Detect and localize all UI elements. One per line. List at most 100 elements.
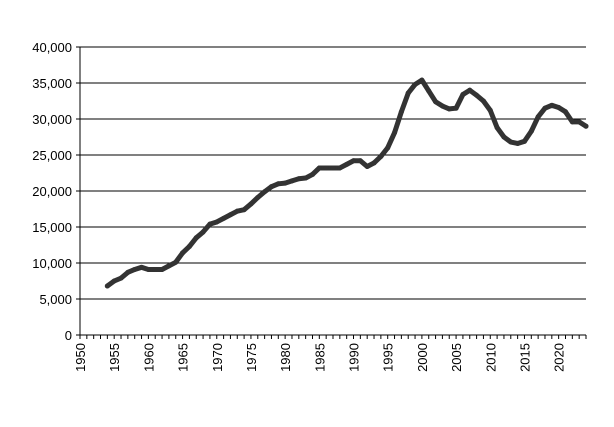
- data-point: [419, 77, 425, 83]
- data-point: [337, 165, 343, 171]
- data-point: [378, 153, 384, 159]
- data-point: [214, 219, 220, 225]
- data-point: [351, 158, 357, 164]
- data-point: [200, 229, 206, 235]
- data-point: [282, 180, 288, 186]
- x-tick-label: 1980: [278, 343, 293, 372]
- data-point: [323, 165, 329, 171]
- data-point: [145, 266, 151, 272]
- data-point: [275, 181, 281, 187]
- data-point: [562, 109, 568, 115]
- data-point: [480, 98, 486, 104]
- x-tick-label: 2000: [415, 343, 430, 372]
- data-point: [234, 208, 240, 214]
- data-point: [180, 250, 186, 256]
- series-group: [104, 77, 589, 289]
- data-point: [125, 269, 131, 275]
- y-tick-label: 25,000: [32, 148, 72, 163]
- data-point: [166, 263, 172, 269]
- data-point: [139, 264, 145, 270]
- axes: [76, 46, 587, 339]
- data-point: [385, 145, 391, 151]
- data-point: [309, 171, 315, 177]
- data-point: [453, 105, 459, 111]
- y-tick-label: 40,000: [32, 40, 72, 55]
- x-tick-label: 1950: [73, 343, 88, 372]
- data-point: [227, 212, 233, 218]
- data-point: [426, 88, 432, 94]
- data-point: [357, 158, 363, 164]
- data-point: [508, 139, 514, 145]
- data-point: [262, 189, 268, 195]
- data-point: [392, 130, 398, 136]
- data-point: [405, 90, 411, 96]
- x-tick-label: 1990: [347, 343, 362, 372]
- y-tick-label: 30,000: [32, 112, 72, 127]
- x-axis-tick-labels: 1950 1955 1960 1965 1970 1975 1980 1985 1990 1995…: [73, 343, 567, 372]
- y-axis-tick-labels: 0 5,000 10,000 15,000 20,000 25,000 30,000 35,0…: [32, 40, 72, 343]
- data-point: [412, 81, 418, 87]
- data-point: [248, 201, 254, 207]
- data-point: [446, 106, 452, 112]
- data-point: [330, 165, 336, 171]
- data-point: [193, 235, 199, 241]
- data-point: [303, 175, 309, 181]
- data-point: [159, 266, 165, 272]
- data-point: [528, 128, 534, 134]
- y-tick-label: 5,000: [39, 292, 72, 307]
- data-point: [433, 99, 439, 105]
- data-point: [173, 259, 179, 265]
- data-point: [542, 105, 548, 111]
- x-tick-label: 1995: [381, 343, 396, 372]
- data-point: [467, 87, 473, 93]
- y-tick-label: 10,000: [32, 256, 72, 271]
- data-point: [186, 243, 192, 249]
- data-point: [111, 278, 117, 284]
- x-tick-label: 1975: [244, 343, 259, 372]
- x-tick-label: 2015: [517, 343, 532, 372]
- data-point: [132, 266, 138, 272]
- data-point: [569, 119, 575, 125]
- data-point: [439, 103, 445, 109]
- data-point: [535, 114, 541, 120]
- data-point: [255, 194, 261, 200]
- x-tick-label: 1955: [107, 343, 122, 372]
- data-point: [296, 176, 302, 182]
- data-point: [118, 275, 124, 281]
- data-point: [364, 164, 370, 170]
- x-tick-label: 2020: [552, 343, 567, 372]
- x-tick-label: 1985: [312, 343, 327, 372]
- data-point: [268, 184, 274, 190]
- gridlines: [80, 46, 586, 300]
- y-tick-label: 0: [65, 328, 72, 343]
- data-point: [549, 102, 555, 108]
- data-point: [344, 161, 350, 167]
- data-point: [576, 119, 582, 125]
- x-tick-label: 2010: [483, 343, 498, 372]
- data-point: [494, 125, 500, 131]
- data-point: [398, 109, 404, 115]
- x-tick-label: 1965: [176, 343, 191, 372]
- data-point: [104, 283, 110, 289]
- data-point: [556, 104, 562, 110]
- data-point: [221, 215, 227, 221]
- data-point: [515, 140, 521, 146]
- x-tick-label: 2005: [449, 343, 464, 372]
- data-point: [474, 92, 480, 98]
- x-tick-label: 1960: [141, 343, 156, 372]
- y-tick-label: 15,000: [32, 220, 72, 235]
- data-point: [152, 266, 158, 272]
- data-point: [241, 207, 247, 213]
- series-line: [104, 77, 589, 289]
- data-point: [521, 138, 527, 144]
- data-point: [207, 221, 213, 227]
- data-point: [316, 165, 322, 171]
- x-tick-label: 1970: [210, 343, 225, 372]
- data-point: [460, 92, 466, 98]
- y-tick-label: 20,000: [32, 184, 72, 199]
- y-tick-label: 35,000: [32, 76, 72, 91]
- data-point: [501, 134, 507, 140]
- data-point: [487, 107, 493, 113]
- data-point: [289, 178, 295, 184]
